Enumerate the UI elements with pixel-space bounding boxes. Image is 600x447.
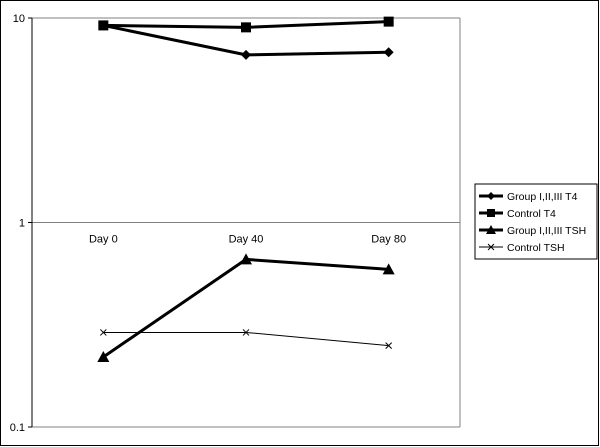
square-marker <box>487 209 495 217</box>
legend-label: Control T4 <box>507 208 556 220</box>
legend-items: Group I,II,III T4 Control T4 Group I,II,II… <box>479 191 586 254</box>
legend-entry: Group I,II,III TSH <box>479 225 586 237</box>
legend-entry: Control T4 <box>479 208 556 220</box>
y-tick-label: 10 <box>13 13 25 25</box>
series-2 <box>97 253 395 362</box>
x-axis-ticks: Day 0 Day 40 Day 80 <box>89 234 406 246</box>
x-marker-stroke <box>99 329 107 336</box>
triangle-marker <box>97 350 110 362</box>
legend-label: Group I,II,III T4 <box>507 191 578 203</box>
triangle-marker <box>240 253 252 265</box>
diamond-marker <box>383 47 394 58</box>
square-marker <box>98 20 109 31</box>
y-tick-label: 0.1 <box>10 422 25 434</box>
series-3 <box>99 329 393 349</box>
series-1 <box>98 16 394 33</box>
x-tick-label: Day 0 <box>89 234 118 246</box>
x-tick-label: Day 40 <box>229 234 264 246</box>
x-marker-stroke <box>385 342 393 349</box>
series-line <box>102 257 389 359</box>
series-layer <box>97 16 395 362</box>
legend-label: Control TSH <box>507 242 565 254</box>
x-marker <box>487 243 495 251</box>
triangle-marker <box>382 263 395 275</box>
legend-label: Group I,II,III TSH <box>507 225 586 237</box>
x-tick-label: Day 80 <box>371 234 406 246</box>
x-marker-stroke <box>242 329 250 336</box>
square-marker <box>383 16 394 27</box>
x-marker-stroke <box>487 243 495 251</box>
triangle-marker <box>486 225 496 234</box>
diamond-marker <box>487 192 495 200</box>
square-marker <box>241 22 251 33</box>
legend-entry: Control TSH <box>479 242 565 254</box>
series-line <box>103 331 389 347</box>
diamond-marker <box>241 49 251 60</box>
legend-entry: Group I,II,III T4 <box>479 191 578 203</box>
legend: Group I,II,III T4 Control T4 Group I,II,II… <box>474 183 598 260</box>
y-axis-ticks: 0.1 1 10 <box>10 13 32 434</box>
y-tick-label: 1 <box>19 218 25 230</box>
x-marker <box>242 329 250 336</box>
x-marker <box>99 329 107 336</box>
x-marker <box>385 342 393 349</box>
